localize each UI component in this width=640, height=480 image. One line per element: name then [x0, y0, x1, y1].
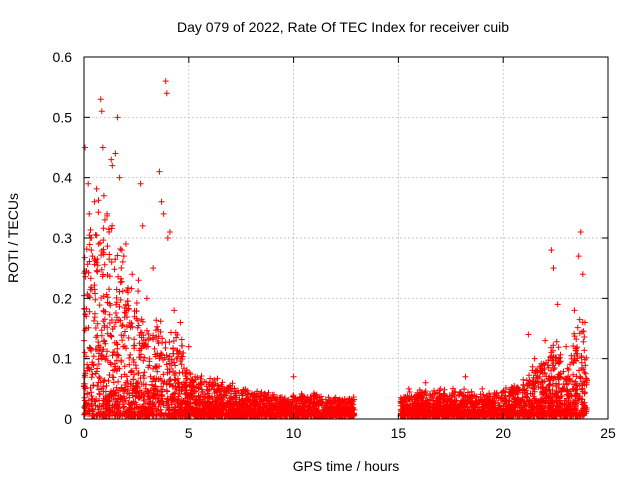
data-point [332, 397, 339, 404]
data-point [91, 198, 98, 205]
data-point [116, 174, 123, 181]
data-point [510, 385, 517, 392]
data-point [139, 222, 146, 229]
axis-ticks: 0 5 10 15 20 25 0 0.1 0.2 0.3 0.4 0.5 0.6 [53, 49, 616, 441]
data-point [437, 385, 444, 392]
grid-lines [84, 57, 608, 419]
data-point [571, 307, 578, 314]
data-point [86, 210, 93, 217]
data-point [100, 192, 107, 199]
data-point [99, 144, 106, 151]
data-point [269, 391, 276, 398]
data-point [143, 295, 150, 302]
data-point [160, 210, 167, 217]
data-point [579, 271, 586, 278]
data-point [85, 180, 92, 187]
x-tick-label: 25 [600, 425, 616, 441]
data-point [162, 78, 169, 85]
x-tick-label: 0 [80, 425, 88, 441]
data-point [405, 385, 412, 392]
data-point [164, 235, 171, 241]
y-tick-label: 0.4 [53, 170, 73, 186]
data-point [89, 253, 96, 260]
y-tick-label: 0.6 [53, 49, 73, 65]
y-tick-label: 0.1 [53, 351, 73, 367]
data-point [227, 385, 234, 392]
data-point [554, 301, 561, 308]
x-axis-label: GPS time / hours [293, 458, 400, 474]
data-point [185, 343, 192, 350]
data-point [88, 247, 95, 254]
chart-title: Day 079 of 2022, Rate Of TEC Index for r… [177, 19, 509, 35]
data-point [563, 343, 570, 350]
data-point [108, 156, 115, 163]
data-point [462, 373, 469, 380]
data-point [575, 253, 582, 260]
data-point [248, 391, 255, 398]
data-point [577, 228, 584, 235]
data-point [158, 198, 165, 205]
data-point [112, 150, 119, 157]
y-tick-label: 0.2 [53, 290, 73, 306]
data-point [542, 337, 549, 344]
data-point [82, 144, 89, 151]
x-tick-label: 20 [495, 425, 511, 441]
data-point [206, 379, 213, 386]
data-point [163, 90, 170, 97]
data-point [150, 265, 157, 272]
data-points [81, 78, 590, 419]
data-point [548, 247, 555, 254]
data-point [479, 385, 486, 392]
x-tick-label: 5 [185, 425, 193, 441]
data-point [93, 259, 100, 266]
x-tick-label: 10 [286, 425, 302, 441]
data-point [101, 216, 108, 223]
data-point [550, 265, 557, 272]
data-point [311, 391, 318, 398]
data-point [95, 241, 102, 248]
data-cloud [81, 185, 590, 419]
data-point [166, 228, 173, 235]
data-point [129, 271, 136, 278]
y-tick-label: 0.3 [53, 230, 73, 246]
data-point [118, 247, 125, 254]
y-axis-label: ROTI / TECUs [5, 193, 21, 283]
data-point [192, 373, 199, 380]
data-point [122, 241, 129, 248]
data-point [137, 180, 144, 187]
data-point [135, 277, 142, 284]
y-tick-label: 0 [64, 411, 72, 427]
data-point [531, 355, 538, 362]
data-point [97, 96, 104, 103]
data-point [98, 108, 105, 115]
data-point [114, 114, 121, 121]
data-point [349, 397, 356, 404]
data-point [525, 331, 532, 338]
data-point [156, 168, 163, 175]
data-point [422, 379, 429, 386]
data-point [581, 319, 588, 326]
data-point [290, 373, 297, 380]
data-point [104, 210, 111, 217]
y-tick-label: 0.5 [53, 109, 73, 125]
data-point [109, 162, 116, 169]
data-point [171, 307, 178, 314]
data-point [106, 228, 113, 235]
data-point [177, 319, 184, 326]
x-tick-label: 15 [391, 425, 407, 441]
data-point [125, 289, 132, 296]
data-point [120, 253, 127, 260]
